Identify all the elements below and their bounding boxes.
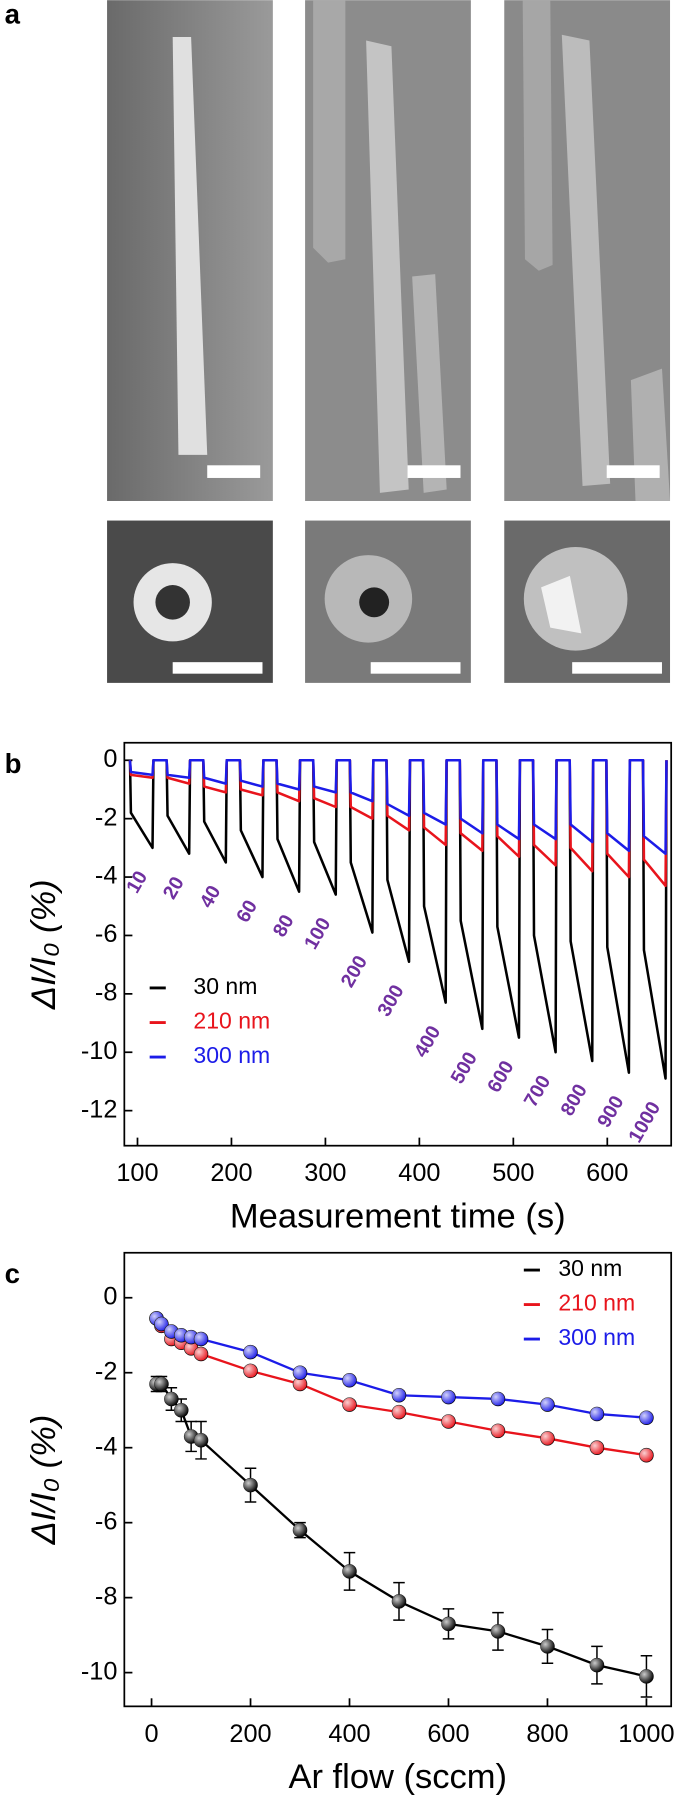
annotation: 800 (556, 1080, 591, 1119)
y-tick-label: -4 (95, 862, 118, 890)
annotation: 10 (122, 867, 152, 897)
marker-highlight (491, 1392, 505, 1406)
y-tick-label: 0 (103, 1282, 117, 1310)
y-axis-label: ΔI/I₀ (%) (25, 879, 63, 1010)
annotation: 200 (337, 952, 372, 991)
marker-highlight (243, 1363, 258, 1378)
annotation: 900 (593, 1092, 628, 1131)
x-tick-label: 400 (398, 1159, 440, 1187)
y-axis-label: ΔI/I₀ (%) (25, 1415, 63, 1546)
marker-highlight (590, 1407, 604, 1421)
marker-highlight (154, 1317, 169, 1331)
y-tick-label: -10 (81, 1037, 118, 1065)
marker-highlight (174, 1403, 189, 1418)
legend-label: 210 nm (558, 1290, 635, 1316)
annotation: 1000 (624, 1098, 665, 1147)
x-tick-label: 600 (586, 1159, 628, 1187)
marker-highlight (639, 1410, 654, 1425)
marker-highlight (392, 1405, 406, 1419)
y-tick-label: -2 (95, 1357, 118, 1385)
series-line (128, 759, 668, 855)
marker-highlight (540, 1431, 555, 1446)
annotation: 40 (195, 882, 225, 912)
marker-highlight (243, 1345, 258, 1360)
marker-highlight (540, 1397, 555, 1412)
marker-highlight (639, 1669, 654, 1684)
annotation: 20 (159, 873, 189, 903)
x-tick-label: 800 (526, 1720, 568, 1748)
series-line (128, 759, 668, 1080)
marker-highlight (491, 1423, 505, 1438)
y-tick-label: -8 (95, 979, 118, 1007)
legend-label: 210 nm (193, 1008, 270, 1034)
series-line (156, 1382, 647, 1678)
marker-highlight (392, 1388, 406, 1403)
marker-highlight (293, 1377, 307, 1391)
marker-highlight (441, 1616, 456, 1631)
marker-highlight (342, 1397, 357, 1412)
annotation: 300 (373, 981, 408, 1020)
x-tick-label: 500 (492, 1159, 534, 1187)
annotation: 60 (232, 896, 262, 926)
marker-highlight (540, 1639, 555, 1654)
plot-frame (123, 741, 673, 1147)
x-tick-label: 300 (304, 1159, 346, 1187)
marker-highlight (590, 1440, 604, 1455)
y-tick-label: -10 (81, 1657, 118, 1685)
legend-label: 30 nm (193, 973, 257, 999)
panel-label: c (5, 1258, 20, 1289)
y-tick-label: -2 (95, 803, 118, 831)
marker-highlight (491, 1624, 505, 1639)
marker-highlight (342, 1564, 357, 1579)
annotation: 400 (410, 1022, 445, 1061)
panel-label: a (5, 0, 21, 30)
x-tick-label: 400 (328, 1720, 370, 1748)
legend-label: 30 nm (558, 1255, 622, 1281)
annotation: 500 (447, 1048, 482, 1087)
series-line (128, 759, 668, 888)
y-tick-label: -4 (95, 1432, 118, 1460)
x-tick-label: 600 (427, 1720, 469, 1748)
marker-highlight (293, 1365, 307, 1380)
annotation: 600 (483, 1057, 518, 1096)
marker-highlight (639, 1448, 654, 1463)
y-tick-label: -6 (95, 1507, 118, 1535)
annotation: 80 (269, 911, 299, 941)
marker-highlight (293, 1523, 307, 1538)
annotation: 700 (520, 1072, 555, 1111)
plot-frame (123, 1251, 673, 1708)
x-axis-label: Measurement time (s) (230, 1197, 566, 1235)
x-tick-label: 1000 (618, 1720, 674, 1748)
legend-label: 300 nm (558, 1324, 635, 1350)
y-tick-label: 0 (103, 745, 117, 773)
y-tick-label: -12 (81, 1095, 118, 1123)
marker-highlight (243, 1478, 258, 1493)
sem-images (107, 0, 671, 683)
marker-highlight (194, 1347, 208, 1361)
x-tick-label: 200 (229, 1720, 271, 1748)
marker-highlight (154, 1377, 169, 1391)
marker-highlight (590, 1658, 604, 1673)
marker-highlight (441, 1414, 456, 1429)
legend-label: 300 nm (193, 1042, 270, 1068)
x-tick-label: 200 (210, 1159, 252, 1187)
y-tick-label: -8 (95, 1582, 118, 1610)
x-tick-label: 100 (116, 1159, 158, 1187)
y-tick-label: -6 (95, 920, 118, 948)
marker-highlight (392, 1594, 406, 1609)
marker-highlight (194, 1433, 208, 1448)
marker-highlight (164, 1392, 179, 1406)
marker-highlight (194, 1332, 208, 1346)
panel-label: b (5, 748, 22, 779)
marker-highlight (441, 1390, 456, 1404)
x-tick-label: 0 (145, 1720, 159, 1748)
marker-highlight (342, 1373, 357, 1388)
x-axis-label: Ar flow (sccm) (288, 1758, 507, 1796)
annotation: 100 (300, 914, 335, 953)
